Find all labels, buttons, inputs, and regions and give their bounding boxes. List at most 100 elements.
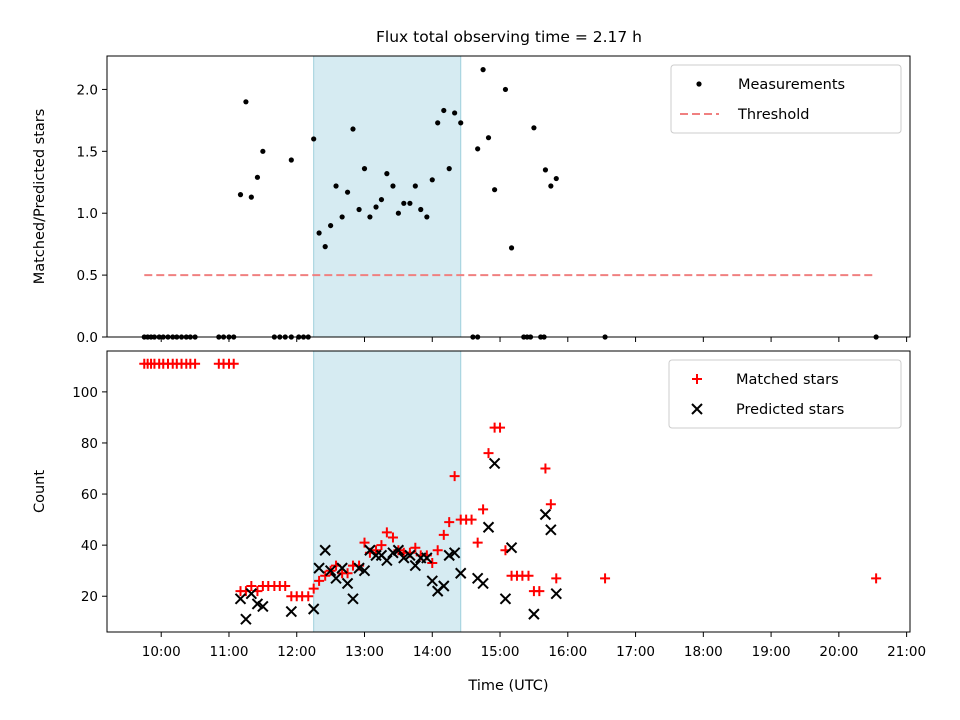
measurement-point xyxy=(542,167,549,173)
measurement-point xyxy=(395,210,401,216)
predicted-star-marker xyxy=(381,554,393,567)
measurement-point xyxy=(316,230,322,236)
measurement-point xyxy=(452,110,458,116)
matched-star-marker xyxy=(246,581,257,592)
ratio-panel: 0.0 0.5 1.0 1.5 2.0 Matched/Predicted stars Me… xyxy=(32,55,911,346)
matched-star-marker xyxy=(540,463,551,474)
x-axis-label: Time (UTC) xyxy=(467,678,548,694)
predicted-star-marker xyxy=(455,567,467,579)
predicted-star-marker xyxy=(528,608,540,620)
matched-star-marker xyxy=(427,558,438,569)
x-tick-label: 21:00 xyxy=(887,644,926,660)
measurement-point xyxy=(328,222,334,229)
legend-label: Predicted stars xyxy=(736,402,844,418)
predicted-star-marker xyxy=(398,552,410,564)
measurement-point xyxy=(441,107,447,114)
predicted-star-marker xyxy=(313,562,325,574)
x-tick-label: 12:00 xyxy=(277,644,316,660)
measurement-point xyxy=(446,166,452,172)
predicted-star-marker xyxy=(505,541,518,554)
matched-star-marker xyxy=(495,422,506,433)
matched-star-marker xyxy=(280,581,291,592)
measurement-point xyxy=(508,245,515,251)
matched-star-marker xyxy=(483,448,494,459)
predicted-star-marker xyxy=(341,577,354,590)
matched-star-marker xyxy=(472,537,483,548)
y-tick-label: 60 xyxy=(81,487,98,503)
y-tick-label: 0.0 xyxy=(77,330,98,346)
matched-star-marker xyxy=(342,568,353,579)
x-tick-label: 16:00 xyxy=(548,644,587,660)
predicted-star-marker xyxy=(285,605,298,618)
matched-star-marker xyxy=(466,514,477,525)
predicted-star-marker xyxy=(307,603,320,615)
predicted-star-marker xyxy=(499,593,512,605)
matched-star-marker xyxy=(228,358,239,369)
matched-star-marker xyxy=(600,573,611,584)
matched-star-marker xyxy=(314,575,325,586)
x-tick-label: 13:00 xyxy=(345,644,384,660)
measurement-point xyxy=(401,200,407,206)
predicted-star-marker xyxy=(409,559,422,572)
legend-box xyxy=(668,359,902,429)
predicted-star-marker xyxy=(404,549,416,562)
x-tick-label: 15:00 xyxy=(481,644,520,660)
x-tick-label: 11:00 xyxy=(210,644,249,660)
measurement-point xyxy=(502,86,509,93)
predicted-star-marker xyxy=(426,575,438,587)
shaded-interval xyxy=(313,56,461,337)
y-tick-label: 1.0 xyxy=(77,206,98,222)
matched-star-marker xyxy=(190,358,201,369)
measurement-point xyxy=(429,177,435,183)
measurement-point xyxy=(492,187,498,193)
predicted-star-marker xyxy=(245,587,258,600)
measurement-point xyxy=(548,183,554,189)
x-tick-label: 17:00 xyxy=(616,644,655,660)
measurement-point xyxy=(378,196,385,203)
predicted-star-marker xyxy=(550,587,562,600)
predicted-star-marker xyxy=(448,547,461,559)
count-panel: 20 40 60 80 100 10:00 11:00 12:00 13:00 14:00 15:0… xyxy=(32,350,926,694)
x-tick-label: 18:00 xyxy=(684,644,723,660)
predicted-star-marker xyxy=(358,564,371,577)
predicted-star-marker xyxy=(488,457,501,470)
measurement-point xyxy=(243,99,249,105)
measurement-point xyxy=(384,170,390,177)
plot-frame xyxy=(106,350,911,633)
legend: Matched stars Predicted stars xyxy=(668,359,902,429)
x-tick-label: 10:00 xyxy=(142,644,181,660)
measurement-point xyxy=(350,126,356,132)
predicted-star-marker xyxy=(336,562,348,574)
measurement-point xyxy=(237,192,244,198)
measurement-point xyxy=(435,120,441,126)
measurement-point xyxy=(531,125,537,131)
measurement-point xyxy=(418,206,424,213)
measurement-point xyxy=(367,214,373,220)
matched-star-marker xyxy=(308,583,319,594)
measurement-point xyxy=(480,67,486,73)
y-tick-label: 2.0 xyxy=(77,82,98,98)
predicted-star-marker xyxy=(330,572,342,585)
predicted-star-marker xyxy=(438,580,450,592)
predicted-star-marker xyxy=(240,613,252,625)
predicted-star-marker xyxy=(234,593,247,605)
y-axis-label: Matched/Predicted stars xyxy=(32,109,48,285)
predicted-star-marker xyxy=(482,521,495,533)
measurement-point xyxy=(390,183,396,189)
predicted-star-marker xyxy=(324,564,337,577)
matched-star-marker xyxy=(478,504,489,515)
matched-star-marker xyxy=(871,573,882,584)
y-axis-label: Count xyxy=(32,470,48,513)
matched-star-marker xyxy=(523,570,534,581)
plot-frame xyxy=(106,55,911,338)
matched-star-marker xyxy=(551,573,562,584)
measurement-point xyxy=(254,174,261,180)
legend-measurement-swatch xyxy=(696,81,702,87)
measurement-point xyxy=(361,166,368,172)
panels: 0.0 0.5 1.0 1.5 2.0 Matched/Predicted stars Me… xyxy=(32,55,926,694)
matched-star-marker xyxy=(545,499,556,510)
measurement-point xyxy=(373,204,379,210)
matched-star-marker xyxy=(438,529,449,540)
matched-star-marker xyxy=(381,527,392,538)
measurement-point xyxy=(475,146,481,152)
